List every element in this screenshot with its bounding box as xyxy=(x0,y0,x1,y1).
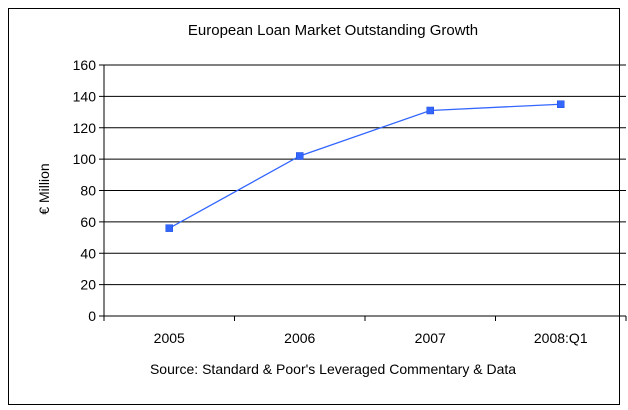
chart-frame xyxy=(8,8,620,405)
axes xyxy=(99,64,627,321)
y-tick-labels: 0 20 40 60 80 100 120 140 160 xyxy=(73,57,97,324)
data-point-2007 xyxy=(426,106,434,115)
y-axis-label: € Million xyxy=(36,163,52,214)
source-note: Source: Standard & Poor's Leveraged Comm… xyxy=(150,361,516,377)
y-tick-label-60: 60 xyxy=(80,214,96,230)
y-tick-label-160: 160 xyxy=(73,57,97,73)
x-tick-label-3: 2008:Q1 xyxy=(534,330,588,346)
x-tick-label-0: 2005 xyxy=(154,330,185,346)
y-tick-label-100: 100 xyxy=(73,151,97,167)
y-tick-label-20: 20 xyxy=(80,277,96,293)
x-tick-label-1: 2006 xyxy=(284,330,315,346)
series-group xyxy=(165,100,565,232)
gridlines xyxy=(104,64,626,286)
chart-title: European Loan Market Outstanding Growth xyxy=(188,22,478,39)
data-point-2008:Q1 xyxy=(557,100,565,108)
data-point-2006 xyxy=(296,152,304,160)
series-line-0 xyxy=(168,103,561,229)
y-tick-label-0: 0 xyxy=(88,308,96,324)
y-tick-label-40: 40 xyxy=(80,245,96,261)
x-tick-labels: 2005 2006 2007 2008:Q1 xyxy=(154,330,588,346)
data-point-2005 xyxy=(165,224,173,232)
x-tick-label-2: 2007 xyxy=(415,330,446,346)
y-tick-label-120: 120 xyxy=(73,120,97,136)
y-tick-label-140: 140 xyxy=(73,88,97,104)
y-tick-label-80: 80 xyxy=(80,183,96,199)
